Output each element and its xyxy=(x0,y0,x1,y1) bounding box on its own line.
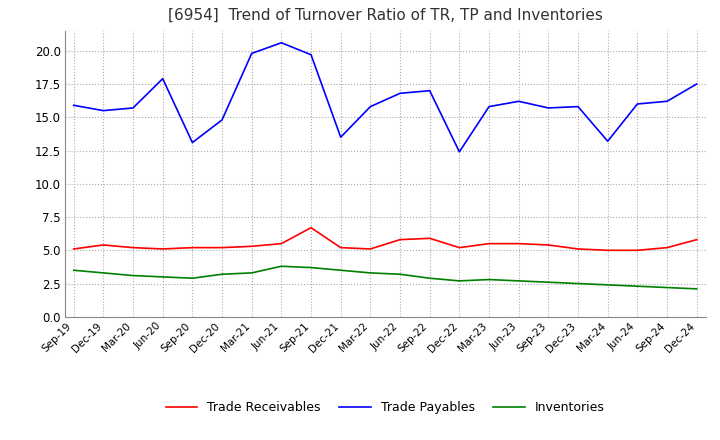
Trade Payables xyxy=(336,135,345,140)
Inventories xyxy=(158,274,167,279)
Trade Receivables xyxy=(307,225,315,230)
Trade Receivables xyxy=(485,241,493,246)
Inventories xyxy=(366,270,374,275)
Trade Receivables xyxy=(217,245,226,250)
Trade Receivables xyxy=(603,248,612,253)
Inventories xyxy=(693,286,701,292)
Inventories xyxy=(307,265,315,270)
Trade Payables xyxy=(485,104,493,109)
Trade Receivables xyxy=(69,246,78,252)
Trade Payables xyxy=(633,101,642,106)
Trade Payables xyxy=(69,103,78,108)
Trade Receivables xyxy=(366,246,374,252)
Trade Receivables xyxy=(396,237,405,242)
Inventories xyxy=(69,268,78,273)
Inventories xyxy=(544,279,553,285)
Trade Payables xyxy=(277,40,286,45)
Trade Payables xyxy=(307,52,315,57)
Inventories xyxy=(99,270,108,275)
Inventories xyxy=(603,282,612,287)
Inventories xyxy=(396,271,405,277)
Inventories xyxy=(248,270,256,275)
Trade Payables xyxy=(544,105,553,110)
Trade Payables xyxy=(396,91,405,96)
Trade Payables xyxy=(366,104,374,109)
Inventories xyxy=(336,268,345,273)
Trade Payables xyxy=(514,99,523,104)
Inventories xyxy=(485,277,493,282)
Trade Receivables xyxy=(248,244,256,249)
Trade Payables xyxy=(217,117,226,123)
Trade Payables xyxy=(248,51,256,56)
Trade Receivables xyxy=(188,245,197,250)
Trade Payables xyxy=(158,76,167,81)
Trade Payables xyxy=(693,81,701,87)
Inventories xyxy=(574,281,582,286)
Trade Payables xyxy=(188,140,197,145)
Trade Payables xyxy=(574,104,582,109)
Trade Receivables xyxy=(336,245,345,250)
Inventories xyxy=(188,275,197,281)
Inventories xyxy=(633,283,642,289)
Line: Trade Receivables: Trade Receivables xyxy=(73,227,697,250)
Trade Payables xyxy=(99,108,108,113)
Inventories xyxy=(277,264,286,269)
Inventories xyxy=(455,278,464,283)
Trade Receivables xyxy=(129,245,138,250)
Trade Receivables xyxy=(662,245,671,250)
Trade Payables xyxy=(426,88,434,93)
Trade Receivables xyxy=(277,241,286,246)
Inventories xyxy=(217,271,226,277)
Line: Trade Payables: Trade Payables xyxy=(73,43,697,152)
Trade Receivables xyxy=(514,241,523,246)
Inventories xyxy=(662,285,671,290)
Inventories xyxy=(426,275,434,281)
Trade Receivables xyxy=(99,242,108,248)
Trade Receivables xyxy=(158,246,167,252)
Trade Receivables xyxy=(574,246,582,252)
Trade Receivables xyxy=(544,242,553,248)
Trade Receivables xyxy=(455,245,464,250)
Inventories xyxy=(514,278,523,283)
Trade Payables xyxy=(603,139,612,144)
Line: Inventories: Inventories xyxy=(73,266,697,289)
Trade Payables xyxy=(455,149,464,154)
Title: [6954]  Trend of Turnover Ratio of TR, TP and Inventories: [6954] Trend of Turnover Ratio of TR, TP… xyxy=(168,7,603,23)
Trade Payables xyxy=(662,99,671,104)
Trade Receivables xyxy=(693,237,701,242)
Trade Receivables xyxy=(426,236,434,241)
Trade Payables xyxy=(129,105,138,110)
Trade Receivables xyxy=(633,248,642,253)
Legend: Trade Receivables, Trade Payables, Inventories: Trade Receivables, Trade Payables, Inven… xyxy=(161,396,610,419)
Inventories xyxy=(129,273,138,278)
